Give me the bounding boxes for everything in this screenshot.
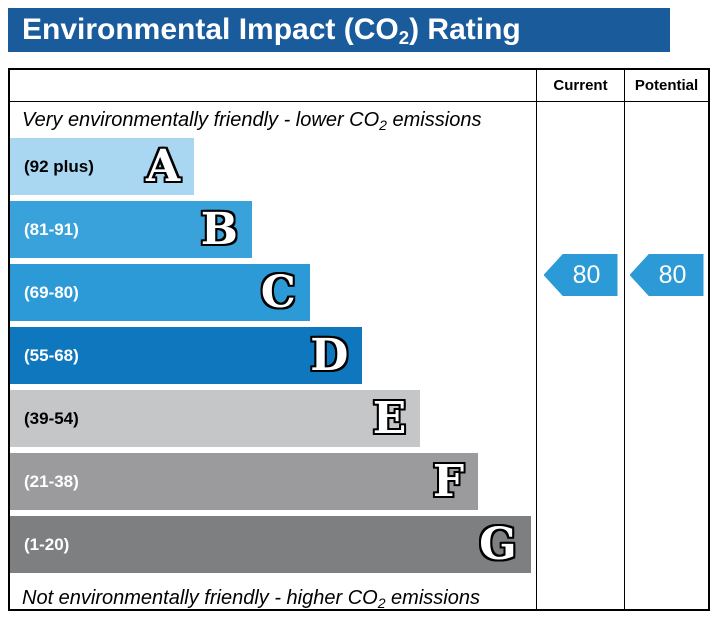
bottom-note-text: Not environmentally friendly - higher CO	[22, 587, 378, 609]
band-row: (92 plus) A	[10, 138, 195, 195]
band-letter: C	[260, 266, 296, 318]
band-range-label: (55-68)	[24, 345, 79, 365]
top-note-text: Very environmentally friendly - lower CO	[22, 109, 380, 131]
band-row: (81-91) B	[10, 201, 252, 258]
top-note: Very environmentally friendly - lower CO…	[10, 102, 536, 136]
band-letter: G	[479, 518, 517, 570]
band-range-label: (81-91)	[24, 219, 79, 239]
band-letter: F	[432, 455, 465, 507]
band-row: (69-80) C	[10, 264, 310, 321]
page-title-text: Environmental Impact (CO	[22, 13, 399, 46]
bottom-note-subscript: 2	[377, 595, 386, 609]
current-column-header: Current	[536, 70, 624, 102]
band-row: (39-54) E	[10, 390, 421, 447]
band-letter: A	[145, 140, 181, 192]
potential-column: 80	[624, 102, 708, 609]
band-range-label: (69-80)	[24, 282, 79, 302]
top-note-text-end: emissions	[386, 109, 482, 131]
band-letter: D	[310, 329, 349, 381]
bottom-note: Not environmentally friendly - higher CO…	[10, 579, 536, 609]
band-range-label: (21-38)	[24, 471, 79, 491]
current-rating-arrow: 80	[543, 254, 618, 296]
potential-column-header: Potential	[624, 70, 708, 102]
band-range-label: (92 plus)	[24, 156, 94, 176]
header-spacer	[10, 70, 536, 102]
top-note-subscript: 2	[379, 117, 387, 133]
band-row: (1-20) G	[10, 516, 531, 573]
bands: (92 plus) A (81-91) B (69-80) C (55-68) …	[10, 138, 536, 573]
page-title: Environmental Impact (CO2) Rating	[8, 8, 670, 52]
page-title-subscript: 2	[398, 27, 410, 48]
potential-rating-arrow: 80	[629, 254, 704, 296]
band-range-label: (1-20)	[24, 534, 70, 554]
page-title-text-end: ) Rating	[409, 13, 521, 46]
band-letter: E	[372, 392, 407, 444]
rating-chart: Current Potential Very environmentally f…	[8, 68, 710, 611]
band-row: (21-38) F	[10, 453, 479, 510]
potential-rating-value: 80	[658, 260, 687, 289]
band-letter: B	[200, 203, 238, 255]
bands-area: Very environmentally friendly - lower CO…	[10, 102, 536, 609]
current-column: 80	[536, 102, 624, 609]
band-range-label: (39-54)	[24, 408, 79, 428]
band-row: (55-68) D	[10, 327, 363, 384]
bottom-note-text-end: emissions	[385, 587, 480, 609]
current-rating-value: 80	[572, 260, 601, 289]
